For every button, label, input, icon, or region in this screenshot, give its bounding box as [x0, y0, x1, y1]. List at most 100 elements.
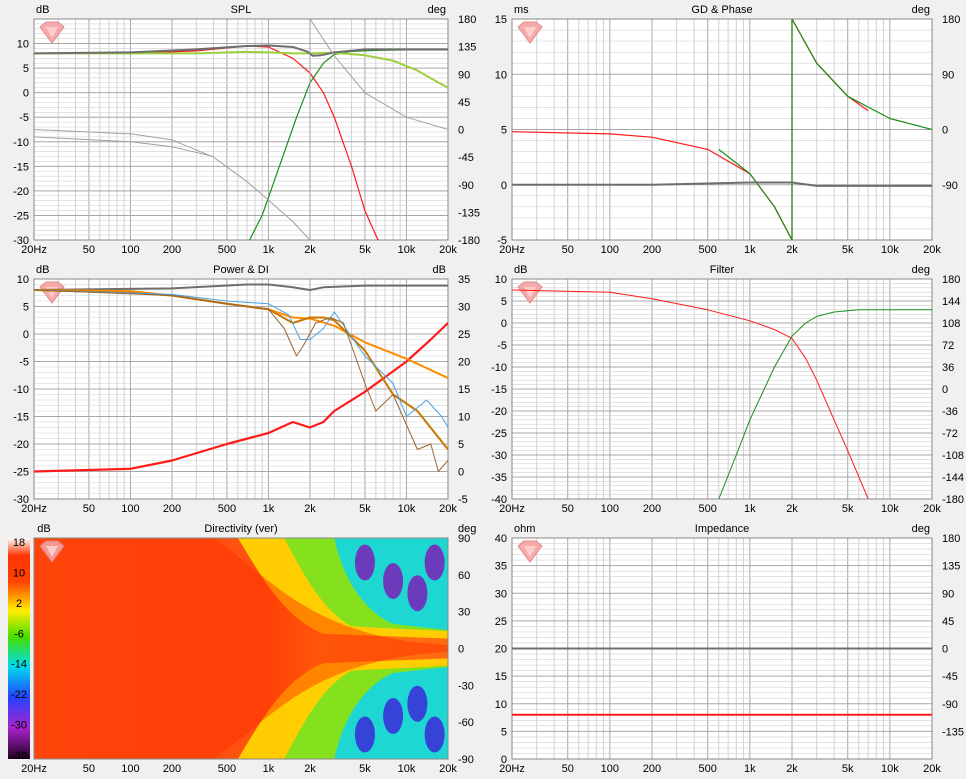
y-axis-label: dB [514, 264, 527, 276]
y-tick-label: 5 [501, 125, 507, 137]
y2-tick-label: 72 [942, 340, 954, 352]
x-tick-label: 20k [439, 763, 457, 775]
y-tick-label: -15 [13, 412, 29, 424]
x-tick-label: 20Hz [499, 503, 525, 515]
chart-title: Filter [710, 264, 735, 276]
x-tick-label: 200 [163, 763, 181, 775]
y2-tick-label: -90 [458, 180, 474, 192]
chart-impedance: 0 5 10 15 20 25 30 35 40 -135 -90 -45 0 45 90 135 180 Imp… [495, 523, 964, 775]
y-tick-label: -30 [13, 494, 29, 506]
y2-tick-label: 0 [458, 467, 464, 479]
x-tick-label: 1k [263, 763, 275, 775]
y2-tick-label: -135 [458, 207, 480, 219]
x-tick-label: 5k [842, 503, 854, 515]
y2-axis-label: deg [912, 523, 930, 535]
series-line-gd-2 [718, 148, 793, 240]
x-tick-label: 2k [304, 503, 316, 515]
x-tick-label: 20Hz [499, 763, 525, 775]
y2-tick-label: -144 [942, 472, 964, 484]
speaker-logo-icon-facet [46, 27, 58, 38]
y-tick-label: -20 [13, 186, 29, 198]
x-tick-label: 10k [881, 763, 899, 775]
series-line-spl-2 [34, 50, 448, 89]
y-tick-label: -30 [13, 235, 29, 247]
x-tick-label: 100 [121, 503, 139, 515]
heatmap-lobe [383, 698, 404, 735]
y-tick-label: -20 [13, 439, 29, 451]
y-tick-label: 0 [23, 88, 29, 100]
x-tick-label: 500 [699, 763, 717, 775]
plot-frame [511, 278, 933, 500]
colorbar-tick-label: 2 [16, 598, 22, 610]
x-tick-label: 1k [263, 503, 275, 515]
y2-tick-label: -36 [942, 406, 958, 418]
x-tick-label: 50 [562, 763, 574, 775]
y2-tick-label: -180 [942, 494, 964, 506]
x-tick-label: 20Hz [499, 244, 525, 256]
heatmap-lobe [354, 716, 375, 753]
colorbar-tick-label: -30 [11, 720, 27, 732]
y-tick-label: 25 [495, 616, 507, 628]
y2-tick-label: -5 [458, 494, 468, 506]
y2-axis-label: deg [458, 523, 476, 535]
y2-tick-label: -108 [942, 450, 964, 462]
series-line-power-5 [34, 289, 448, 472]
y-tick-label: -25 [13, 210, 29, 222]
speaker-logo-icon-facet [524, 287, 536, 298]
x-tick-label: 50 [83, 503, 95, 515]
y-tick-label: -15 [491, 384, 507, 396]
x-tick-label: 200 [163, 503, 181, 515]
y2-tick-label: 180 [458, 14, 476, 26]
x-tick-label: 500 [218, 503, 236, 515]
x-tick-label: 2k [786, 763, 798, 775]
x-tick-label: 50 [562, 503, 574, 515]
x-tick-label: 10k [881, 503, 899, 515]
colorbar-tick-label: -6 [14, 628, 24, 640]
x-tick-label: 10k [398, 503, 416, 515]
speaker-logo-icon-facet [524, 27, 536, 38]
y-tick-label: 10 [495, 274, 507, 286]
series-line-power-0 [34, 322, 448, 473]
x-tick-label: 20k [439, 503, 457, 515]
x-tick-label: 2k [786, 503, 798, 515]
y-tick-label: 35 [495, 561, 507, 573]
y2-tick-label: 15 [458, 384, 470, 396]
x-tick-label: 50 [83, 763, 95, 775]
y-tick-label: 10 [17, 274, 29, 286]
colorbar-tick-label: -38 [11, 750, 27, 762]
x-tick-label: 100 [601, 763, 619, 775]
x-tick-label: 20k [923, 763, 941, 775]
y2-tick-label: 45 [942, 616, 954, 628]
y2-tick-label: 0 [458, 644, 464, 656]
chart-gd: -5 0 5 10 15 -90 0 90 180 GD & Phase ms deg 20Hz 50 10… [495, 4, 961, 256]
y2-tick-label: 30 [458, 607, 470, 619]
series-line-filter-0 [512, 289, 869, 499]
colorbar [8, 538, 30, 759]
y-tick-label: -30 [491, 450, 507, 462]
y2-tick-label: -90 [942, 180, 958, 192]
y-axis-label: ohm [514, 523, 535, 535]
x-tick-label: 100 [121, 763, 139, 775]
y-tick-label: 10 [17, 39, 29, 51]
x-tick-label: 10k [398, 763, 416, 775]
x-tick-label: 1k [744, 244, 756, 256]
colorbar-label: dB [37, 523, 50, 535]
y2-axis-label: dB [433, 264, 446, 276]
x-tick-label: 20Hz [21, 763, 47, 775]
x-tick-label: 500 [699, 503, 717, 515]
y2-tick-label: 0 [458, 125, 464, 137]
y2-tick-label: 0 [942, 125, 948, 137]
x-tick-label: 20k [439, 244, 457, 256]
y2-tick-label: 30 [458, 302, 470, 314]
chart-title: Impedance [695, 523, 749, 535]
x-tick-label: 20Hz [21, 503, 47, 515]
y-tick-label: 10 [495, 699, 507, 711]
colorbar-tick-label: 18 [13, 537, 25, 549]
chart-filter: -40 -35 -30 -25 -20 -15 -10 -5 0 5 10 -180 -144 -108 -… [491, 264, 964, 515]
y2-tick-label: -45 [458, 152, 474, 164]
series-line-spl-5 [34, 136, 214, 157]
x-tick-label: 20k [923, 244, 941, 256]
y-tick-label: -40 [491, 494, 507, 506]
series-line-gd-4 [512, 181, 932, 187]
